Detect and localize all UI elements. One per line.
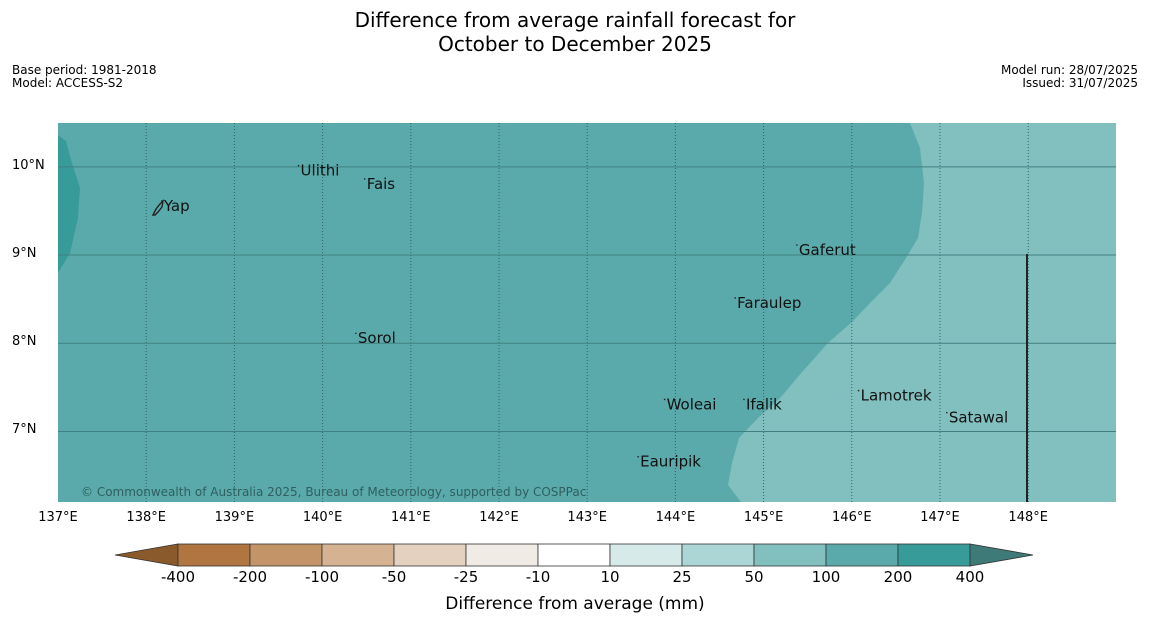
place-label: Ifalik [746, 395, 782, 413]
colorbar-segment [609, 543, 683, 567]
ytick-10n: 10°N [12, 158, 45, 173]
model-run: Model run: 28/07/2025 [1000, 63, 1138, 77]
island-marker [297, 164, 300, 167]
place-label: Gaferut [799, 241, 856, 259]
island-marker [363, 178, 366, 180]
island-marker [161, 200, 163, 202]
colorbar-tick-label: 10 [600, 568, 620, 586]
place-label: Eauripik [640, 453, 701, 471]
xtick-label: 144°E [655, 510, 696, 525]
colorbar-tick-label: -10 [525, 568, 551, 586]
place-label: Woleai [667, 395, 717, 413]
colorbar-segment [825, 543, 899, 567]
colorbar-segment [321, 543, 395, 567]
xtick-label: 139°E [214, 510, 255, 525]
place-label: Lamotrek [861, 387, 932, 405]
issued-date: Issued: 31/07/2025 [1022, 76, 1138, 90]
colorbar-tick-label: 50 [744, 568, 764, 586]
xtick-label: 145°E [743, 510, 784, 525]
colorbar-segment [753, 543, 827, 567]
anomaly-region-100-200 [58, 123, 924, 502]
yap-coastline [151, 198, 165, 216]
island-marker [734, 297, 736, 299]
meta-left: Base period: 1981-2018 Model: ACCESS-S2 [12, 64, 157, 90]
title-line-1: Difference from average rainfall forecas… [354, 8, 796, 32]
island-marker [355, 332, 357, 335]
colorbar-tick-label: -400 [160, 568, 196, 586]
xtick-label: 141°E [391, 510, 431, 525]
xtick-label: 137°E [38, 510, 78, 525]
colorbar-tick-label: 200 [883, 568, 913, 586]
anomaly-region-200-400 [58, 135, 80, 273]
xtick-label: 138°E [126, 510, 166, 525]
colorbar-segment [393, 543, 467, 567]
colorbar-segment [537, 543, 611, 567]
colorbar-tick-label: -200 [232, 568, 268, 586]
xtick-label: 147°E [920, 510, 960, 525]
colorbar-tick-label: 400 [955, 568, 985, 586]
xtick-label: 143°E [567, 510, 607, 525]
colorbar-tick-label: -100 [304, 568, 340, 586]
island-marker [946, 411, 948, 414]
xtick-label: 140°E [302, 510, 343, 525]
ytick-9n: 9°N [12, 246, 37, 261]
map-canvas: Ulithi Fais Yap Gaferut Faraulep Sorol Lamotre… [58, 123, 1116, 502]
colorbar-segment [249, 543, 323, 567]
colorbar-label: Difference from average (mm) [445, 594, 705, 614]
copyright-notice: © Commonwealth of Australia 2025, Bureau… [81, 485, 586, 499]
ytick-7n: 7°N [12, 422, 37, 437]
colorbar-tick-label: -25 [453, 568, 479, 586]
colorbar-extend-high [969, 543, 1034, 567]
place-label: Ulithi [301, 162, 340, 180]
xtick-label: 146°E [832, 510, 872, 525]
map[interactable]: Ulithi Fais Yap Gaferut Faraulep Sorol Lamotre… [58, 123, 1116, 502]
colorbar-segment [897, 543, 971, 567]
model-name: Model: ACCESS-S2 [12, 76, 124, 90]
island-marker [796, 244, 798, 246]
xtick-label: 142°E [479, 510, 519, 525]
island-marker [663, 398, 666, 401]
colorbar-segment [177, 543, 251, 567]
island-marker [637, 455, 639, 458]
colorbar-tick-label: 25 [672, 568, 692, 586]
meta-right: Model run: 28/07/2025 Issued: 31/07/2025 [1001, 64, 1138, 90]
island-marker [857, 389, 860, 392]
place-label: Yap [163, 197, 190, 215]
page-title: Difference from average rainfall forecas… [0, 8, 1150, 56]
place-label: Faraulep [737, 294, 801, 312]
colorbar-tick-label: 100 [811, 568, 841, 586]
colorbar [114, 543, 1034, 567]
colorbar-segment [681, 543, 755, 567]
graticule [58, 123, 1116, 502]
place-label: Fais [367, 175, 396, 193]
place-label: Satawal [949, 409, 1008, 427]
base-period: Base period: 1981-2018 [12, 63, 157, 77]
colorbar-extend-low [114, 543, 179, 567]
colorbar-segment [465, 543, 539, 567]
xtick-label: 148°E [1008, 510, 1048, 525]
title-line-2: October to December 2025 [438, 32, 712, 56]
colorbar-tick-label: -50 [381, 568, 407, 586]
place-label: Sorol [358, 329, 396, 347]
island-marker [743, 398, 745, 401]
place-labels: Ulithi Fais Yap Gaferut Faraulep Sorol Lamotre… [161, 162, 1008, 471]
ytick-8n: 8°N [12, 334, 37, 349]
